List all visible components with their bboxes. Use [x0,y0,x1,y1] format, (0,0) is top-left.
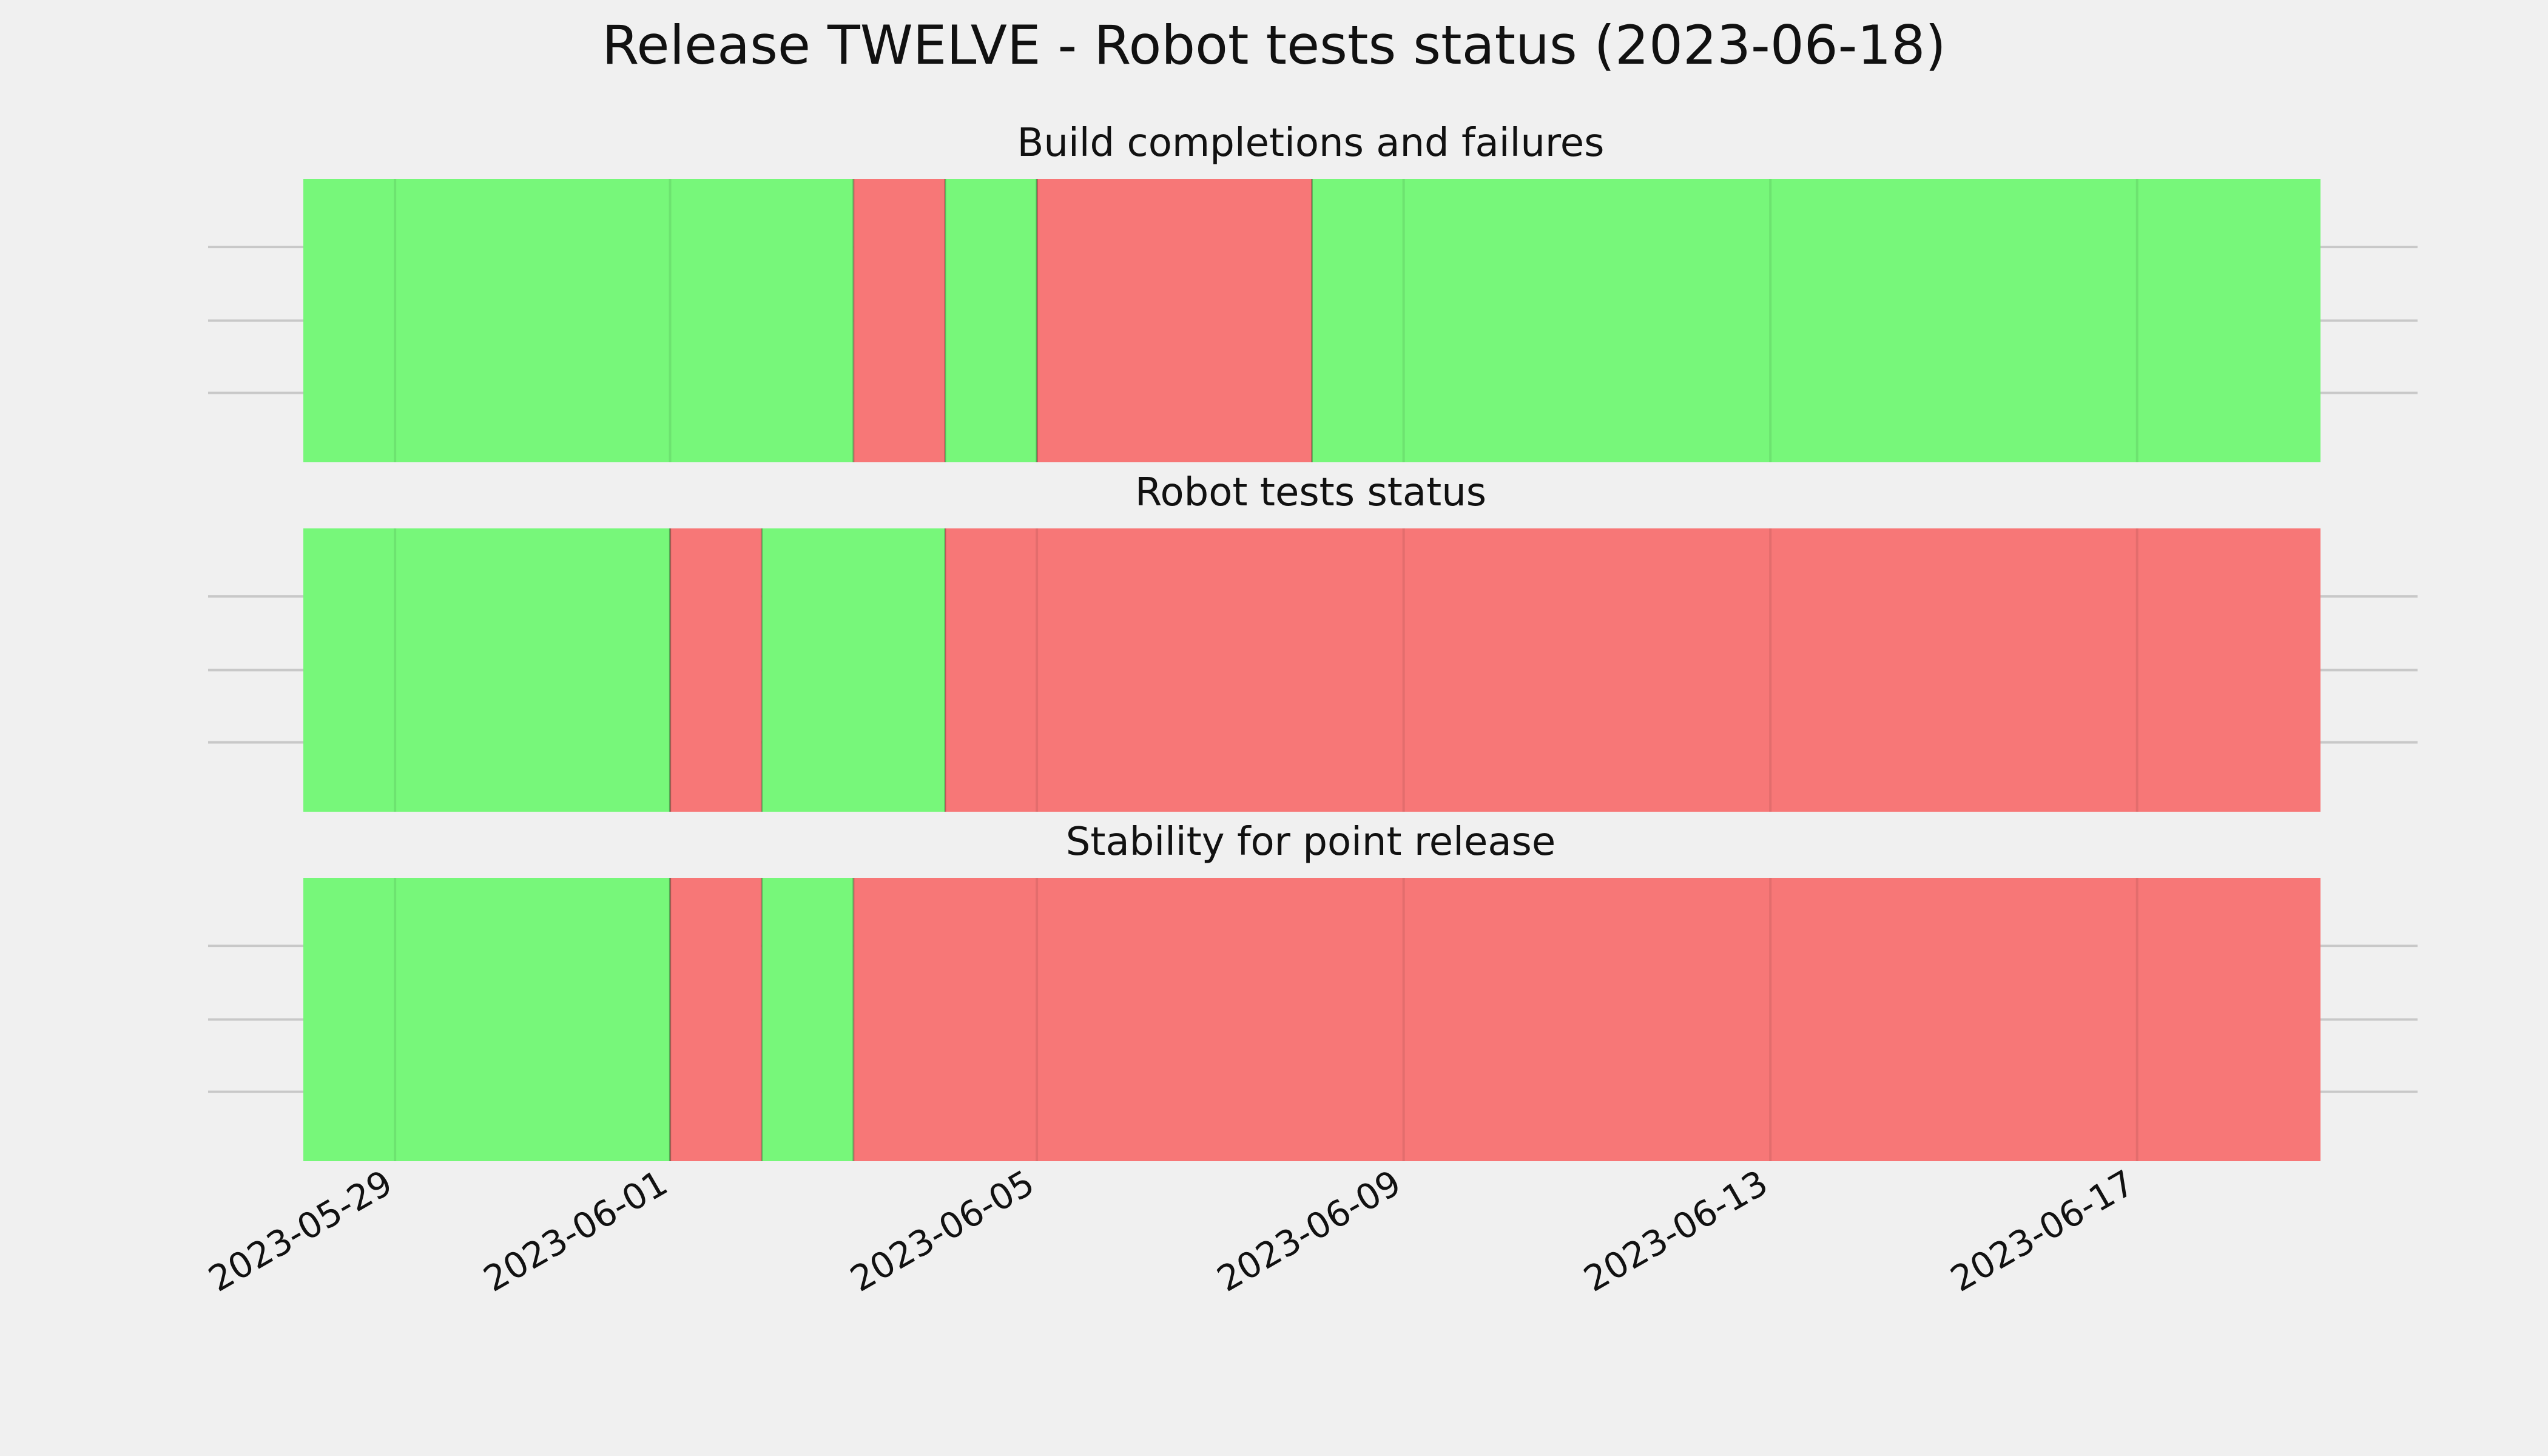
status-segment-pass [1312,179,2320,462]
panel-2: Robot tests status [208,470,2418,812]
panels-group: Build completions and failures Robot test… [208,121,2418,1161]
status-segment-fail [853,878,2320,1161]
status-segment-pass [945,179,1037,462]
panel-title: Build completions and failures [1017,121,1605,166]
status-segment-pass [303,878,670,1161]
chart-title: Release TWELVE - Robot tests status (202… [602,14,1946,76]
panel-3: Stability for point release [208,820,2418,1161]
status-segment-fail [670,528,762,812]
status-segment-pass [303,528,670,812]
status-segment-fail [670,878,762,1161]
status-segment-pass [303,179,854,462]
panel-title: Stability for point release [1066,820,1556,864]
status-segment-fail [853,179,945,462]
status-segment-pass [761,528,945,812]
panel-title: Robot tests status [1135,470,1486,515]
status-segment-fail [945,528,2320,812]
status-segment-pass [761,878,854,1161]
panel-1: Build completions and failures [208,121,2418,462]
status-segment-fail [1037,179,1312,462]
